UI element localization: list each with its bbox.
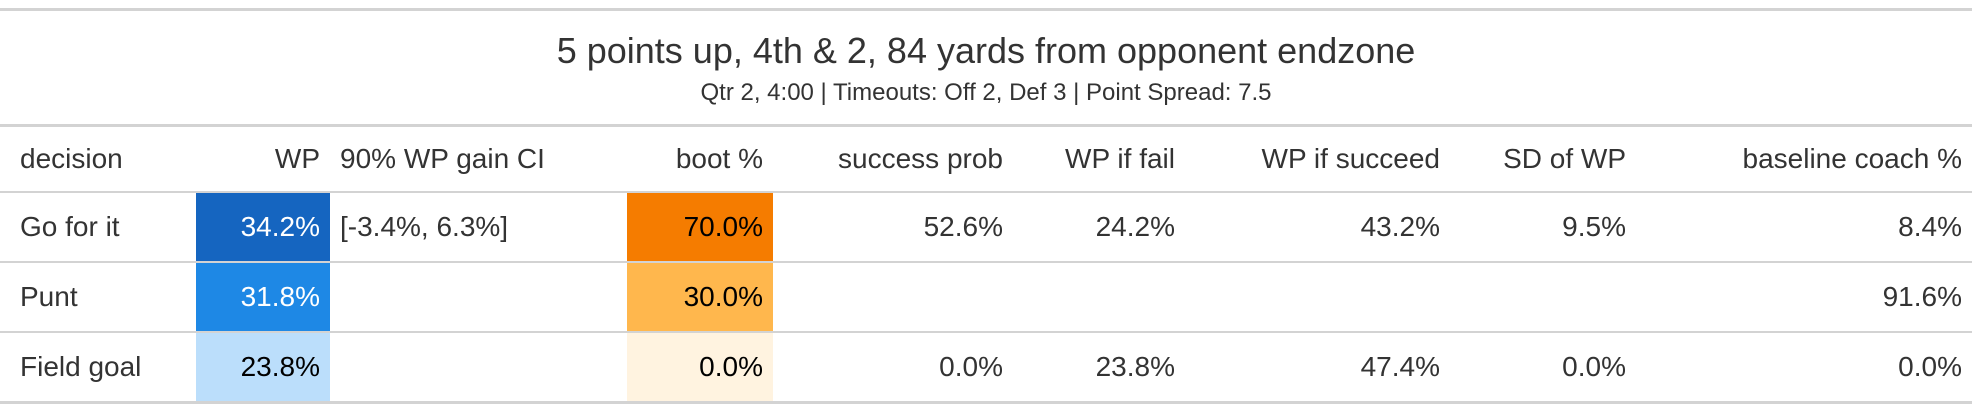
table-title: 5 points up, 4th & 2, 84 yards from oppo… <box>556 30 1416 71</box>
col-header-wp-fail: WP if fail <box>1013 127 1185 193</box>
col-header-ci: 90% WP gain CI <box>330 127 627 193</box>
decision-table-widget: 5 points up, 4th & 2, 84 yards from oppo… <box>0 8 1972 404</box>
wp-fail-cell <box>1013 262 1185 333</box>
wp-succeed-cell: 43.2% <box>1185 192 1450 263</box>
ci-cell <box>330 262 627 333</box>
baseline-cell: 0.0% <box>1636 332 1972 404</box>
wp-succeed-cell: 47.4% <box>1185 332 1450 404</box>
col-header-baseline: baseline coach % <box>1636 127 1972 193</box>
wp-fail-cell: 24.2% <box>1013 192 1185 263</box>
ci-cell: [-3.4%, 6.3%] <box>330 192 627 263</box>
wp-cell: 23.8% <box>196 332 330 404</box>
table-row: Punt 31.8% 30.0% 91.6% <box>0 262 1972 333</box>
success-prob-cell <box>773 262 1013 333</box>
sd-wp-cell <box>1450 262 1636 333</box>
wp-fail-cell: 23.8% <box>1013 332 1185 404</box>
table-row: Go for it 34.2% [-3.4%, 6.3%] 70.0% 52.6… <box>0 192 1972 263</box>
decision-cell: Punt <box>0 262 196 333</box>
wp-cell: 31.8% <box>196 262 330 333</box>
header-rule <box>0 124 1972 127</box>
sd-wp-cell: 0.0% <box>1450 332 1636 404</box>
baseline-cell: 91.6% <box>1636 262 1972 333</box>
decision-table: decision WP 90% WP gain CI boot % succes… <box>0 127 1972 404</box>
col-header-wp: WP <box>196 127 330 193</box>
top-rule <box>0 8 1972 11</box>
decision-cell: Field goal <box>0 332 196 404</box>
col-header-boot: boot % <box>627 127 773 193</box>
boot-cell: 70.0% <box>627 192 773 263</box>
wp-cell: 34.2% <box>196 192 330 263</box>
col-header-sd-wp: SD of WP <box>1450 127 1636 193</box>
ci-cell <box>330 332 627 404</box>
col-header-success-prob: success prob <box>773 127 1013 193</box>
success-prob-cell: 52.6% <box>773 192 1013 263</box>
success-prob-cell: 0.0% <box>773 332 1013 404</box>
table-subtitle: Qtr 2, 4:00 | Timeouts: Off 2, Def 3 | P… <box>700 79 1272 106</box>
sd-wp-cell: 9.5% <box>1450 192 1636 263</box>
header-row: decision WP 90% WP gain CI boot % succes… <box>0 127 1972 193</box>
boot-cell: 0.0% <box>627 332 773 404</box>
table-row: Field goal 23.8% 0.0% 0.0% 23.8% 47.4% 0… <box>0 332 1972 404</box>
col-header-decision: decision <box>0 127 196 193</box>
wp-succeed-cell <box>1185 262 1450 333</box>
baseline-cell: 8.4% <box>1636 192 1972 263</box>
boot-cell: 30.0% <box>627 262 773 333</box>
col-header-wp-succeed: WP if succeed <box>1185 127 1450 193</box>
decision-cell: Go for it <box>0 192 196 263</box>
